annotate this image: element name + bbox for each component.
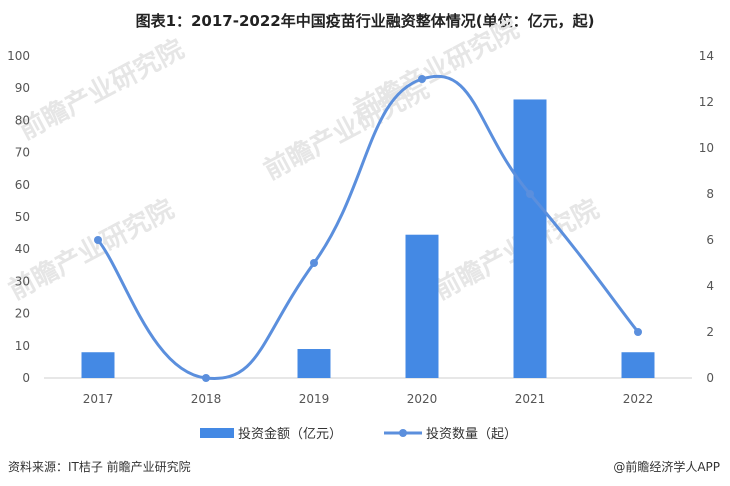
line-point [202,374,210,382]
line-point [310,259,318,267]
left-tick-label: 70 [15,146,30,160]
left-tick-label: 10 [15,339,30,353]
watermark-text: 前瞻产业研究院 [4,193,179,306]
x-tick-label: 2020 [407,392,438,406]
x-tick-label: 2022 [623,392,654,406]
left-tick-label: 90 [15,81,30,95]
right-axis: 0 2 4 6 8 10 12 14 [699,49,714,385]
right-tick-label: 6 [706,233,714,247]
watermark-text: 前瞻产业研究院 [349,13,524,126]
left-tick-label: 20 [15,307,30,321]
chart-title: 图表1：2017-2022年中国疫苗行业融资整体情况(单位：亿元，起) [135,12,595,30]
left-tick-label: 100 [7,49,30,63]
line-point [418,75,426,83]
right-tick-label: 4 [706,279,714,293]
right-tick-label: 8 [706,187,714,201]
legend-line-marker [399,429,407,437]
line-point [94,236,102,244]
source-note: 资料来源：IT桔子 前瞻产业研究院 [8,460,191,474]
legend-bar-swatch [200,428,234,438]
right-tick-label: 14 [699,49,714,63]
left-tick-label: 50 [15,210,30,224]
x-tick-label: 2017 [83,392,114,406]
left-axis: 0 10 20 30 40 50 60 70 80 90 100 [7,49,30,385]
line-point [526,190,534,198]
bar [405,234,439,378]
brand-credit: @前瞻经济学人APP [613,460,720,474]
line-path [96,74,640,380]
x-tick-label: 2019 [299,392,330,406]
legend: 投资金额（亿元） 投资数量（起） [200,426,517,442]
x-axis: 2017 2018 2019 2020 2021 2022 [44,377,692,406]
bar [513,99,547,378]
legend-line-label: 投资数量（起） [426,426,517,442]
left-tick-label: 40 [15,242,30,256]
watermark-text: 前瞻产业研究院 [14,33,189,146]
left-tick-label: 0 [22,371,30,385]
left-tick-label: 30 [15,274,30,288]
x-tick-label: 2021 [515,392,546,406]
right-tick-label: 12 [699,95,714,109]
right-tick-label: 10 [699,141,714,155]
right-tick-label: 2 [706,325,714,339]
bar [297,349,331,378]
right-tick-label: 0 [706,371,714,385]
bars [81,99,655,378]
legend-bar-label: 投资金额（亿元） [238,426,342,442]
line-point [634,328,642,336]
line-series [94,74,642,382]
bar [81,352,115,378]
x-tick-label: 2018 [191,392,222,406]
left-tick-label: 60 [15,178,30,192]
bar [621,352,655,378]
left-tick-label: 80 [15,113,30,127]
